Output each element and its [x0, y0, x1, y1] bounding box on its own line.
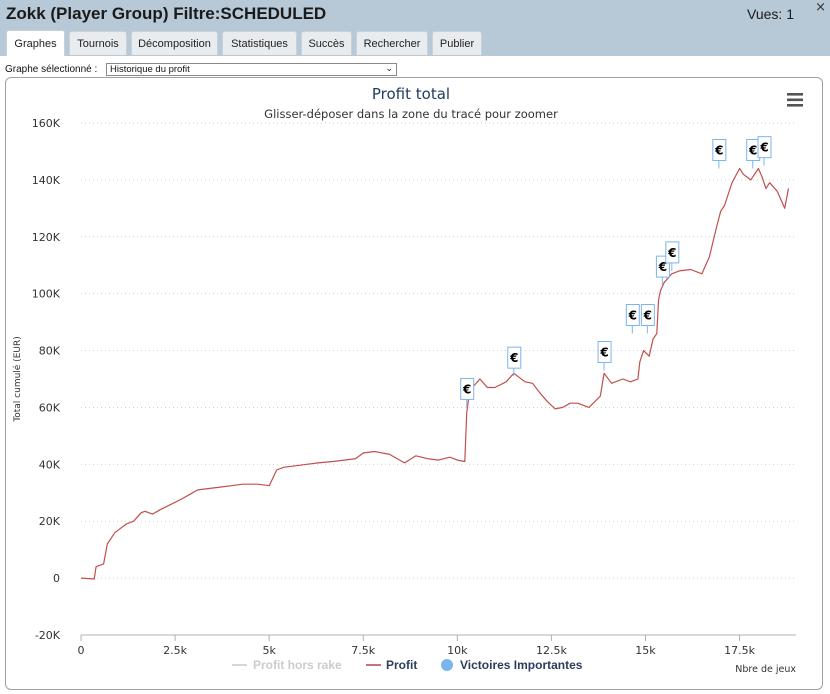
- graph-selector-label: Graphe sélectionné :: [5, 64, 98, 75]
- chart-legend: Profit hors rake Profit Victoires Importan…: [232, 658, 583, 672]
- euro-icon: €: [509, 351, 518, 365]
- euro-icon: €: [462, 382, 471, 396]
- x-tick-label: 2.5k: [163, 644, 187, 657]
- euro-icon: €: [643, 308, 652, 322]
- victory-flag-box: [712, 139, 727, 162]
- tab-graphes[interactable]: Graphes: [6, 30, 65, 56]
- legend-swatch: [441, 659, 453, 671]
- y-tick-label: 120K: [32, 231, 61, 244]
- tab-publier[interactable]: Publier: [432, 31, 482, 55]
- chart-series: [80, 167, 790, 580]
- y-tick-label: 40K: [39, 458, 61, 471]
- euro-icon: €: [599, 345, 608, 359]
- chart-grid: [81, 122, 796, 636]
- legend-label: Profit: [386, 658, 417, 672]
- graph-selector-dropdown[interactable]: Historique du profit ⌄: [106, 63, 397, 76]
- legend-label: Victoires Importantes: [460, 658, 583, 672]
- y-axis-label: Total cumulé (EUR): [12, 336, 23, 422]
- views-counter: Vues: 1: [747, 6, 794, 22]
- x-tick-label: 0: [78, 644, 85, 657]
- y-tick-label: 60K: [39, 401, 61, 414]
- y-tick-label: 20K: [39, 515, 61, 528]
- profit-line: [80, 167, 790, 580]
- close-icon[interactable]: ×: [815, 0, 826, 15]
- victory-flag-box: [625, 303, 640, 326]
- victory-flag[interactable]: €: [640, 303, 655, 334]
- euro-icon: €: [658, 260, 667, 274]
- victory-flag[interactable]: €: [757, 136, 772, 166]
- y-tick-label: 100K: [32, 288, 61, 301]
- y-tick-label: 160K: [32, 117, 61, 130]
- x-axis-ticks: 0 2.5k 5k 7.5k 10k 12.5k 15k 17.5k: [78, 634, 796, 657]
- legend-item[interactable]: Profit hors rake: [232, 658, 342, 672]
- victory-flag[interactable]: €: [746, 139, 761, 169]
- x-tick-label: 15k: [635, 644, 656, 657]
- euro-icon: €: [748, 144, 757, 158]
- chart-panel: Profit total Glisser-déposer dans la zon…: [5, 77, 823, 690]
- chart-subtitle: Glisser-déposer dans la zone du tracé po…: [264, 107, 558, 121]
- victory-flag[interactable]: €: [460, 377, 475, 408]
- tab-tournois[interactable]: Tournois: [69, 31, 127, 55]
- x-tick-label: 17.5k: [724, 644, 755, 657]
- x-tick-label: 5k: [262, 644, 276, 657]
- victory-flag[interactable]: €: [625, 303, 640, 334]
- victory-flag[interactable]: €: [507, 346, 522, 377]
- chevron-down-icon: ⌄: [385, 63, 393, 73]
- euro-icon: €: [714, 144, 723, 158]
- euro-icon: €: [667, 246, 676, 260]
- victory-flag-box: [597, 340, 612, 363]
- x-axis-label: Nbre de jeux: [735, 664, 796, 675]
- y-tick-label: 140K: [32, 174, 61, 187]
- tab-succes[interactable]: Succès: [301, 31, 352, 55]
- euro-icon: €: [759, 141, 768, 155]
- tab-decomposition[interactable]: Décomposition: [131, 31, 218, 55]
- title-bar: Zokk (Player Group) Filtre:SCHEDULED Vue…: [0, 0, 830, 56]
- hamburger-menu-icon[interactable]: [786, 92, 804, 108]
- y-tick-label: 80K: [39, 345, 61, 358]
- tab-rechercher[interactable]: Rechercher: [356, 31, 428, 55]
- victory-flag-box: [665, 241, 680, 264]
- x-tick-label: 12.5k: [536, 644, 567, 657]
- window-title: Zokk (Player Group) Filtre:SCHEDULED: [6, 4, 327, 23]
- victory-flag[interactable]: €: [597, 340, 612, 371]
- graph-selector-value: Historique du profit: [110, 64, 190, 75]
- victory-flag[interactable]: €: [665, 241, 680, 271]
- victory-flag-box: [640, 303, 655, 326]
- y-axis-ticks: -20K 0 20K 40K 60K 80K 100K 120K 140K 160K: [32, 117, 61, 642]
- y-tick-label: -20K: [35, 629, 61, 642]
- profit-chart[interactable]: Profit total Glisser-déposer dans la zon…: [6, 78, 822, 689]
- victory-flag[interactable]: €: [712, 139, 727, 169]
- legend-label: Profit hors rake: [253, 658, 342, 672]
- victory-flag-box: [460, 377, 475, 400]
- victory-markers: €€ €€ €€€€ € €: [460, 136, 772, 408]
- x-tick-label: 7.5k: [351, 644, 375, 657]
- tab-statistiques[interactable]: Statistiques: [222, 31, 297, 55]
- x-tick-label: 10k: [447, 644, 468, 657]
- victory-flag-box: [757, 136, 772, 159]
- legend-item[interactable]: Profit: [366, 658, 417, 672]
- chart-title: Profit total: [372, 85, 450, 103]
- legend-item[interactable]: Victoires Importantes: [441, 658, 583, 672]
- y-tick-label: 0: [53, 572, 60, 585]
- graph-selector-row: Graphe sélectionné : Historique du profi…: [5, 63, 397, 76]
- victory-flag-box: [507, 346, 522, 369]
- euro-icon: €: [628, 308, 637, 322]
